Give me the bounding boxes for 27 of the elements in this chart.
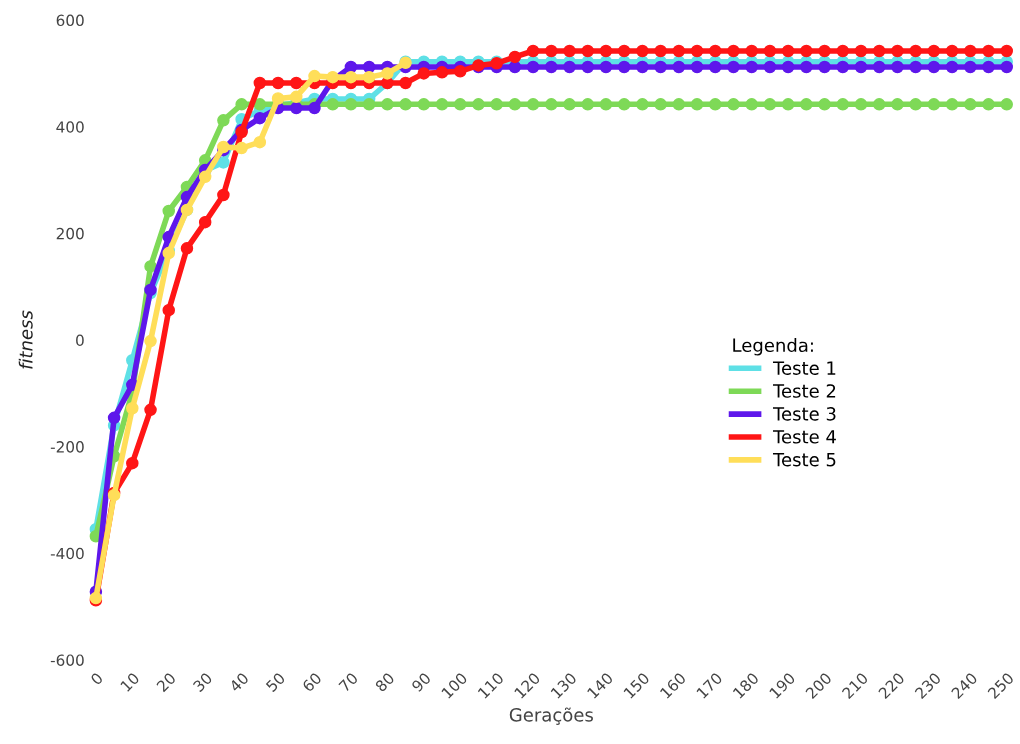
legend-label: Teste 2 [772, 384, 836, 398]
y-axis-title: fitness [18, 310, 33, 369]
legend-title: Legenda: [733, 338, 813, 356]
legend-label: Teste 5 [772, 453, 836, 467]
y-tick-label: 0 [76, 334, 84, 347]
x-axis-title: Gerações [509, 707, 593, 725]
legend-label: Teste 3 [772, 407, 836, 421]
legend-label: Teste 4 [772, 430, 836, 444]
y-tick-label: -200 [50, 441, 84, 453]
x-tick-label: 20 [155, 671, 177, 693]
x-tick-label: 120 [513, 671, 541, 699]
y-tick-label: 400 [56, 121, 84, 133]
x-tick-label: 10 [119, 671, 140, 692]
x-tick-label: 60 [301, 671, 323, 693]
y-tick-label: 200 [56, 227, 84, 240]
x-tick-label: 0 [89, 671, 104, 686]
x-tick-label: 80 [374, 671, 395, 693]
x-tick-label: 40 [228, 671, 250, 693]
y-tick-label: -400 [50, 547, 84, 560]
y-tick-label: -600 [50, 654, 84, 666]
x-tick-label: 50 [265, 671, 286, 693]
legend-label: Teste 1 [772, 361, 836, 375]
x-tick-label: 70 [338, 671, 359, 693]
x-tick-label: 90 [410, 671, 432, 693]
x-tick-label: 30 [192, 671, 213, 693]
x-tick-label: 190 [768, 671, 796, 699]
y-tick-label: 600 [56, 14, 84, 27]
